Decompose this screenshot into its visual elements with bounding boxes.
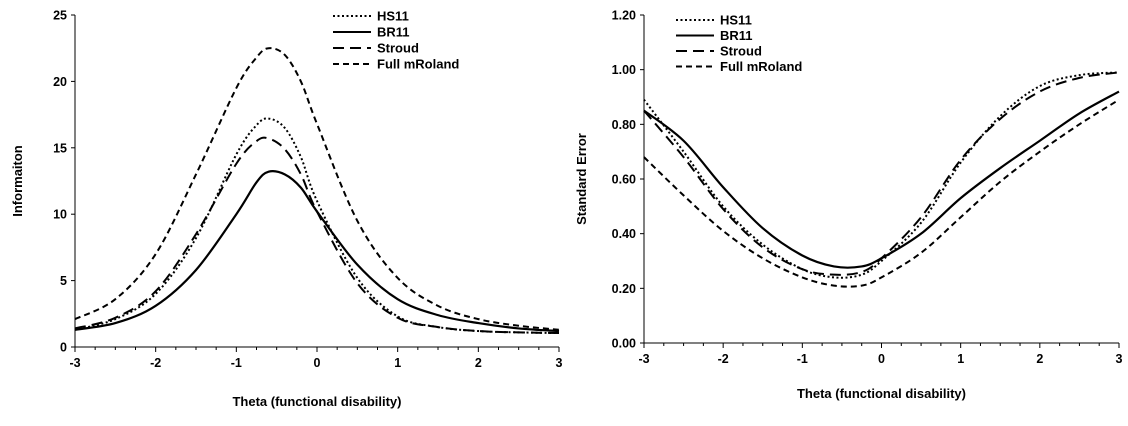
se-x-tick-label: -1: [797, 352, 808, 366]
info-x-tick-label: 0: [314, 356, 321, 370]
info-y-tick-label: 20: [53, 75, 67, 89]
info-y-axis-title: Informaiton: [10, 145, 25, 217]
se-legend-label: BR11: [720, 28, 753, 43]
se-y-tick-label: 0.80: [612, 118, 636, 132]
se-y-tick-label: 1.00: [612, 63, 636, 77]
se-x-tick-label: 1: [957, 352, 964, 366]
info-x-tick-label: -1: [231, 356, 242, 370]
se-y-tick-label: 0.00: [612, 337, 636, 351]
standard-error-chart-svg: 0.00 0.20 0.40 0.60 0.80 1.00 1.20 -3 -2 -1 0 1 2 3 Th…: [574, 9, 1123, 402]
se-series-group: [643, 71, 1120, 288]
info-legend-label: Stroud: [377, 41, 419, 56]
info-series-line-stroud: [74, 136, 560, 335]
se-x-tick-label: 2: [1036, 352, 1043, 366]
se-y-tick-label: 0.40: [612, 227, 636, 241]
se-y-tick-label: 0.20: [612, 282, 636, 296]
info-y-tick-label: 5: [60, 274, 67, 288]
se-y-axis-title: Standard Error: [574, 133, 589, 225]
se-x-axis-title: Theta (functional disability): [797, 386, 966, 401]
info-legend-label: BR11: [377, 25, 410, 40]
se-series-line-full-mroland: [643, 98, 1120, 288]
se-series-line-stroud: [643, 71, 1120, 276]
standard-error-chart: 0.00 0.20 0.40 0.60 0.80 1.00 1.20 -3 -2 -1 0 1 2 3 Th…: [564, 0, 1128, 421]
info-legend-label: HS11: [377, 9, 409, 24]
info-series-line-hs11: [74, 117, 560, 335]
info-series-group: [74, 47, 560, 335]
info-y-tick-label: 10: [53, 208, 67, 222]
info-series-line-full-mroland: [74, 47, 560, 331]
info-x-tick-label: 2: [475, 356, 482, 370]
se-x-tick-label: 0: [878, 352, 885, 366]
se-legend-label: Stroud: [720, 44, 762, 59]
info-x-tick-label: 3: [556, 356, 563, 370]
info-x-axis-title: Theta (functional disability): [232, 394, 401, 409]
se-series-line-br11: [643, 90, 1120, 269]
se-series-line-hs11: [643, 71, 1120, 279]
se-x-tick-label: -2: [718, 352, 729, 366]
info-y-tick-label: 25: [53, 9, 67, 23]
information-chart: 0 5 10 15 20 25 -3 -2 -1 0 1 2 3 Theta (functional di…: [0, 0, 564, 421]
info-y-tick-label: 0: [60, 341, 67, 355]
information-chart-svg: 0 5 10 15 20 25 -3 -2 -1 0 1 2 3 Theta (functional di…: [10, 9, 563, 410]
se-y-tick-label: 1.20: [612, 9, 636, 23]
se-legend-label: HS11: [720, 13, 752, 28]
se-legend-label: Full mRoland: [720, 59, 802, 74]
info-x-tick-label: -2: [150, 356, 161, 370]
se-y-tick-label: 0.60: [612, 173, 636, 187]
info-series-line-br11: [74, 170, 560, 333]
se-x-tick-label: 3: [1116, 352, 1123, 366]
info-x-tick-label: -3: [69, 356, 80, 370]
info-x-tick-label: 1: [394, 356, 401, 370]
info-legend-label: Full mRoland: [377, 57, 459, 72]
info-y-tick-label: 15: [53, 141, 67, 155]
se-x-tick-label: -3: [638, 352, 649, 366]
